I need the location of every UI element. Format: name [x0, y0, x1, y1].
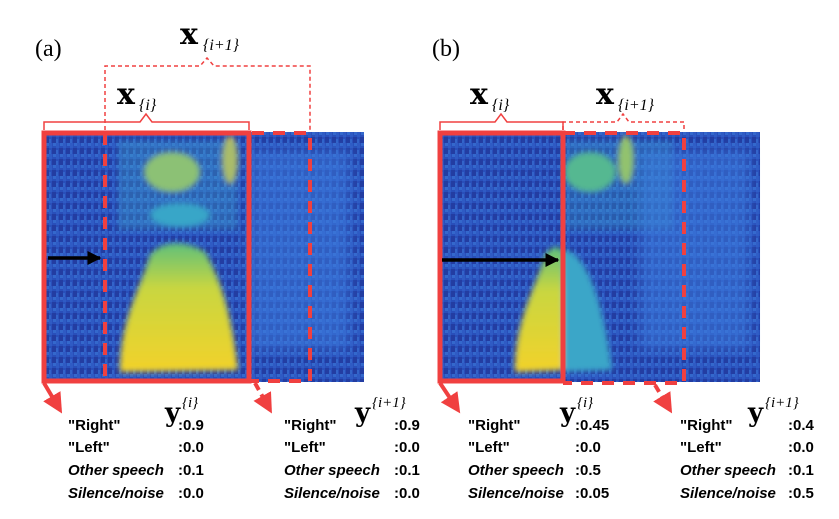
window-next-a: [105, 131, 312, 383]
class-value: :0.0: [178, 439, 204, 456]
class-label: "Right": [680, 417, 733, 434]
class-value: :0.1: [394, 462, 420, 479]
class-value: :0.45: [575, 417, 609, 434]
output-current-b-symbol: y: [559, 398, 576, 428]
class-label: Silence/noise: [68, 485, 164, 502]
output-current-a-symbol: y: [164, 398, 181, 428]
window-next-b-symbol: x: [596, 77, 615, 112]
output-current-b-subscript: {i}: [577, 395, 593, 411]
class-label: Other speech: [680, 462, 776, 479]
output-next-a-subscript: {i+1}: [372, 395, 406, 411]
brace-current-a: [43, 112, 250, 130]
window-current-a-subscript: {i}: [139, 97, 157, 114]
class-label: Other speech: [68, 462, 164, 479]
class-list-next-b: "Right" :0.4 "Left" :0.0 Other speech :0…: [680, 417, 815, 502]
class-label: Silence/noise: [284, 485, 380, 502]
class-label: Other speech: [284, 462, 380, 479]
class-label: "Left": [284, 439, 326, 456]
class-value: :0.4: [788, 417, 815, 434]
output-arrow-next-b: [653, 383, 673, 414]
output-arrow-current-a: [42, 381, 63, 414]
class-value: :0.0: [788, 439, 814, 456]
brace-current-b: [439, 112, 564, 130]
output-next-b-symbol: y: [747, 398, 764, 428]
class-value: :0.0: [394, 439, 420, 456]
class-label: Silence/noise: [468, 485, 564, 502]
window-next-b: [563, 131, 686, 385]
window-next-a-symbol: x: [180, 17, 199, 52]
output-current-a-subscript: {i}: [182, 395, 198, 411]
class-value: :0.0: [575, 439, 601, 456]
window-current-b: [437, 130, 566, 384]
panel-a: (a) x {i} x {: [35, 17, 420, 502]
class-value: :0.0: [178, 485, 204, 502]
class-value: :0.0: [394, 485, 420, 502]
class-list-next-a: "Right" :0.9 "Left" :0.0 Other speech :0…: [284, 417, 420, 502]
class-label: "Left": [468, 439, 510, 456]
class-label: "Right": [468, 417, 521, 434]
class-label: "Right": [68, 417, 121, 434]
class-value: :0.5: [788, 485, 814, 502]
class-value: :0.5: [575, 462, 601, 479]
spectrogram-a: [44, 132, 364, 382]
window-current-b-subscript: {i}: [492, 97, 510, 114]
class-label: "Left": [68, 439, 110, 456]
panel-a-label: (a): [35, 36, 62, 62]
class-value: :0.1: [178, 462, 204, 479]
class-list-current-b: "Right" :0.45 "Left" :0.0 Other speech :…: [468, 417, 609, 502]
window-current-b-symbol: x: [470, 77, 489, 112]
class-label: Silence/noise: [680, 485, 776, 502]
class-value: :0.9: [394, 417, 420, 434]
brace-next-a: [104, 56, 311, 130]
output-arrow-next-a: [253, 382, 272, 414]
spectrogram-b: [440, 132, 760, 382]
output-next-a-symbol: y: [354, 398, 371, 428]
output-next-b-subscript: {i+1}: [765, 395, 799, 411]
window-current-a-symbol: x: [117, 77, 136, 112]
class-label: Other speech: [468, 462, 564, 479]
brace-next-b: [562, 112, 685, 130]
panel-b-label: (b): [432, 36, 460, 62]
window-next-b-subscript: {i+1}: [618, 97, 655, 114]
panel-b: (b) x {i} x {i+1}: [432, 36, 815, 502]
class-label: "Left": [680, 439, 722, 456]
class-label: "Right": [284, 417, 337, 434]
class-list-current-a: "Right" :0.9 "Left" :0.0 Other speech :0…: [68, 417, 204, 502]
class-value: :0.1: [788, 462, 814, 479]
output-arrow-current-b: [438, 381, 461, 414]
class-value: :0.9: [178, 417, 204, 434]
class-value: :0.05: [575, 485, 609, 502]
window-next-a-subscript: {i+1}: [203, 37, 240, 54]
